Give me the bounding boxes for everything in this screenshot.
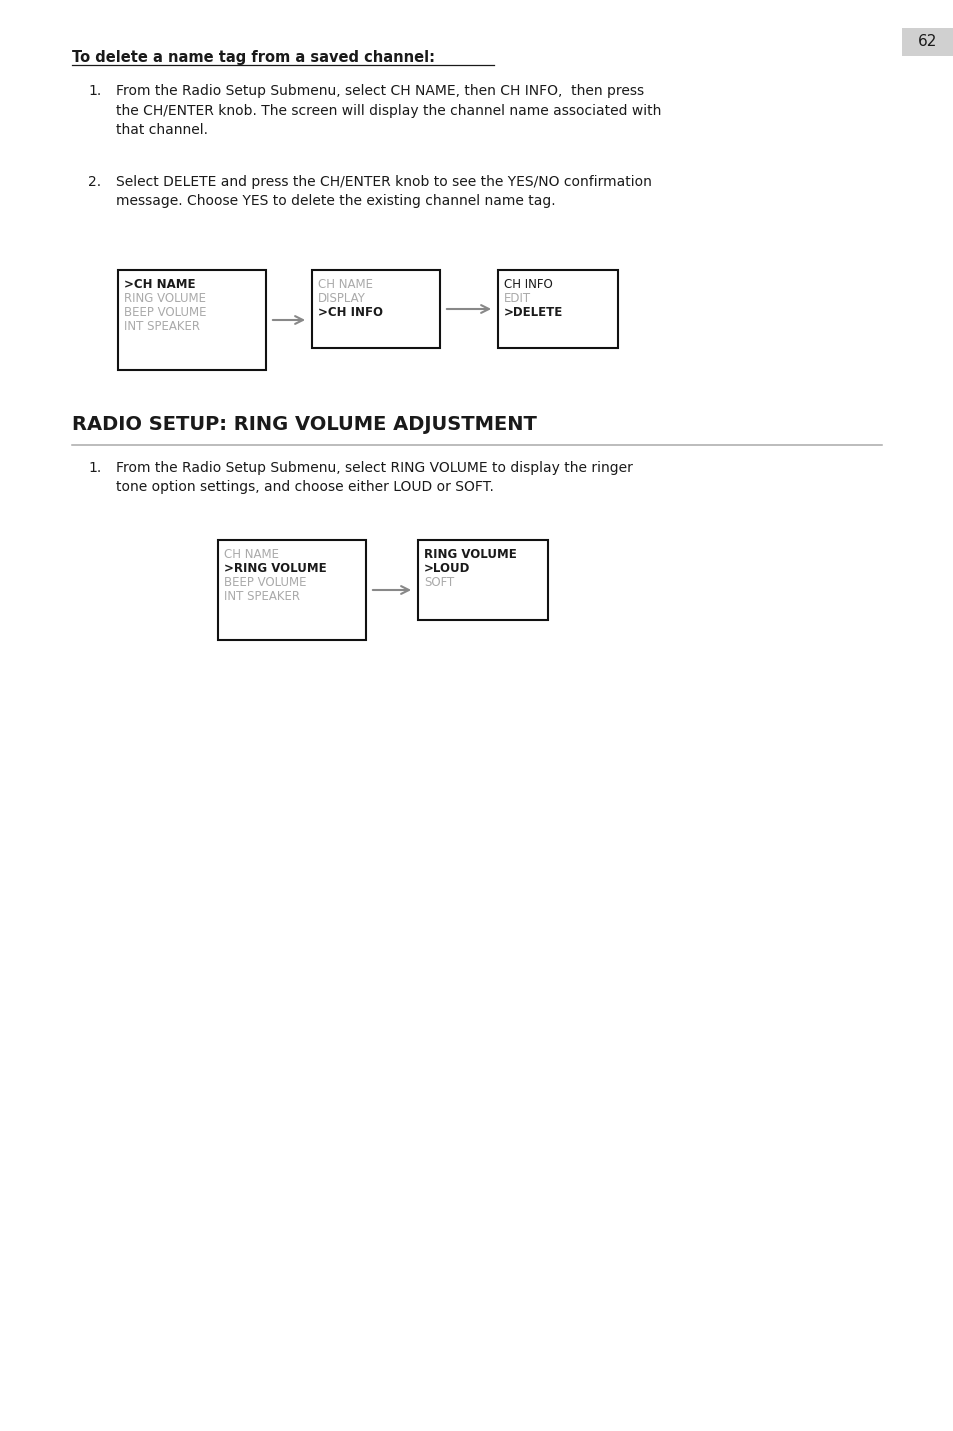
Bar	[901, 29, 953, 56]
Text: From the Radio Setup Submenu, select CH NAME, then CH INFO,  then press
the CH/E: From the Radio Setup Submenu, select CH …	[116, 84, 660, 137]
Text: CH NAME: CH NAME	[317, 278, 373, 290]
Text: CH NAME: CH NAME	[224, 548, 278, 561]
Text: RING VOLUME: RING VOLUME	[423, 548, 517, 561]
Text: To delete a name tag from a saved channel:: To delete a name tag from a saved channe…	[71, 50, 435, 64]
Text: 1.: 1.	[88, 461, 101, 475]
Text: INT SPEAKER: INT SPEAKER	[224, 590, 299, 602]
Text: BEEP VOLUME: BEEP VOLUME	[124, 306, 206, 319]
Text: >RING VOLUME: >RING VOLUME	[224, 562, 326, 575]
Text: BEEP VOLUME: BEEP VOLUME	[224, 577, 306, 590]
Text: >CH NAME: >CH NAME	[124, 278, 195, 290]
Text: 62: 62	[918, 34, 937, 50]
Text: From the Radio Setup Submenu, select RING VOLUME to display the ringer
tone opti: From the Radio Setup Submenu, select RIN…	[116, 461, 632, 495]
Bar	[312, 270, 439, 348]
Text: >CH INFO: >CH INFO	[317, 306, 382, 319]
Bar	[497, 270, 618, 348]
Text: CH INFO: CH INFO	[503, 278, 552, 290]
Text: RING VOLUME: RING VOLUME	[124, 292, 206, 305]
Text: DISPLAY: DISPLAY	[317, 292, 366, 305]
Text: RADIO SETUP: RING VOLUME ADJUSTMENT: RADIO SETUP: RING VOLUME ADJUSTMENT	[71, 415, 537, 434]
Text: Select DELETE and press the CH/ENTER knob to see the YES/NO confirmation
message: Select DELETE and press the CH/ENTER kno…	[116, 175, 651, 209]
Text: 2.: 2.	[88, 175, 101, 189]
Text: INT SPEAKER: INT SPEAKER	[124, 321, 200, 333]
Text: 1.: 1.	[88, 84, 101, 97]
Text: EDIT: EDIT	[503, 292, 531, 305]
Text: SOFT: SOFT	[423, 577, 454, 590]
Text: >LOUD: >LOUD	[423, 562, 470, 575]
Text: >DELETE: >DELETE	[503, 306, 562, 319]
Bar	[218, 539, 366, 640]
Bar	[417, 539, 547, 620]
Bar	[118, 270, 266, 371]
